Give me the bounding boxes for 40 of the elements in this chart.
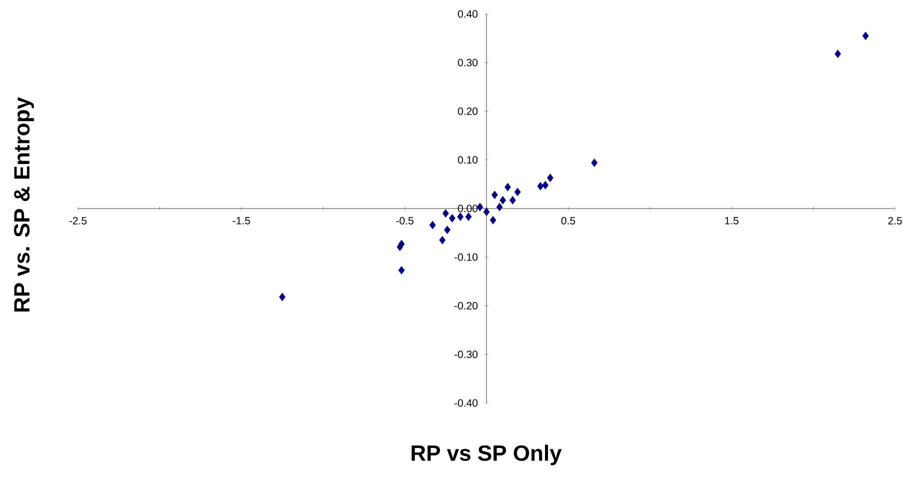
point (862, 32, 869, 40)
point (483, 208, 490, 216)
point (429, 220, 436, 230)
y-tick-label: 0.40 (458, 10, 478, 18)
point (457, 212, 464, 221)
point (496, 202, 503, 212)
point (398, 266, 405, 274)
y-tick-label: -0.10 (454, 253, 478, 261)
point (509, 196, 516, 204)
x-tick-label: 2.5 (888, 217, 902, 224)
x-axis-title: RP vs SP Only (412, 444, 562, 466)
x-tick-label: 1.5 (725, 217, 738, 224)
y-tick-label: -0.40 (454, 399, 478, 407)
x-tick-label: -2.5 (69, 217, 87, 224)
point (537, 182, 544, 190)
y-tick-label: -0.20 (454, 302, 478, 310)
point (834, 50, 842, 58)
point (500, 196, 506, 204)
x-tick-label: -1.5 (232, 217, 250, 224)
point (465, 212, 472, 221)
point (490, 216, 496, 224)
point (491, 190, 498, 200)
point (542, 180, 549, 190)
y-tick-label: 0.20 (458, 108, 478, 115)
point (279, 292, 286, 302)
point (444, 226, 450, 234)
point (439, 236, 446, 244)
point (448, 214, 456, 222)
y-tick-label: 0.10 (458, 156, 478, 164)
point (591, 158, 598, 167)
y-axis-title: RP vs. SP & Entropy (14, 97, 34, 312)
y-tick-label: 0.00 (458, 204, 478, 212)
y-tick-label: -0.30 (454, 350, 478, 358)
x-tick-label: -0.5 (396, 217, 414, 224)
point (442, 209, 449, 218)
point (504, 182, 511, 192)
point (514, 188, 521, 196)
x-tick-label: 0.5 (561, 217, 576, 224)
point (547, 174, 554, 182)
y-tick-label: 0.30 (458, 58, 478, 66)
